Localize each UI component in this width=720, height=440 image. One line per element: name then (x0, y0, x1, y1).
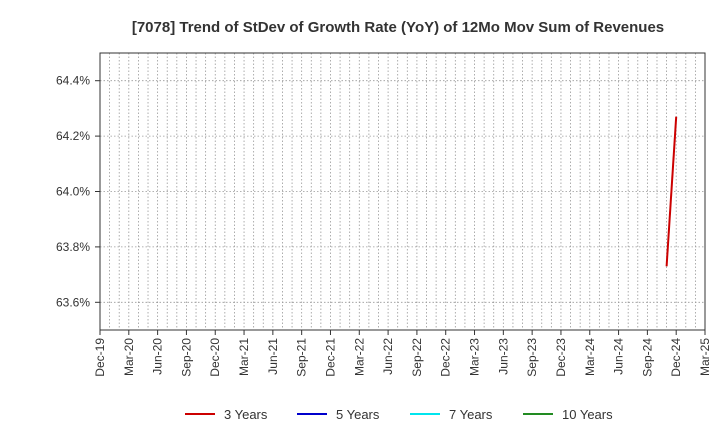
x-tick-label: Sep-20 (179, 338, 193, 377)
y-tick-label: 64.2% (56, 129, 90, 143)
chart-title: [7078] Trend of StDev of Growth Rate (Yo… (132, 19, 664, 36)
legend-label: 3 Years (224, 407, 268, 422)
x-tick-label: Dec-20 (208, 338, 222, 377)
x-tick-label: Mar-22 (352, 338, 366, 376)
y-tick-label: 64.4% (56, 74, 90, 88)
y-tick-label: 64.0% (56, 185, 90, 199)
y-axis: 63.6% 63.8% 64.0% 64.2% 64.4% (56, 74, 100, 309)
x-tick-label: Jun-24 (612, 338, 626, 375)
x-tick-label: Sep-24 (640, 338, 654, 377)
x-tick-label: Dec-19 (93, 338, 107, 377)
x-tick-label: Mar-24 (583, 338, 597, 376)
x-tick-label: Jun-23 (496, 338, 510, 375)
legend: 3 Years 5 Years 7 Years 10 Years (185, 407, 613, 422)
x-tick-label: Dec-21 (323, 338, 337, 377)
x-tick-label: Dec-24 (669, 338, 683, 377)
series-layer (665, 116, 678, 267)
x-tick-label: Mar-25 (698, 338, 712, 376)
x-tick-label: Mar-20 (122, 338, 136, 376)
x-tick-label: Dec-22 (439, 338, 453, 377)
x-tick-label: Sep-22 (410, 338, 424, 377)
x-tick-label: Jun-20 (151, 338, 165, 375)
y-tick-label: 63.6% (56, 295, 90, 309)
legend-label: 7 Years (449, 407, 493, 422)
legend-label: 10 Years (562, 407, 613, 422)
x-axis: Dec-19 Mar-20 Jun-20 Sep-20 Dec-20 Mar-21 Jun-… (93, 330, 712, 377)
grid (100, 53, 705, 330)
x-tick-label: Mar-21 (237, 338, 251, 376)
x-tick-label: Jun-22 (381, 338, 395, 375)
y-tick-label: 63.8% (56, 240, 90, 254)
x-tick-label: Mar-23 (468, 338, 482, 376)
x-tick-label: Jun-21 (266, 338, 280, 375)
legend-label: 5 Years (336, 407, 380, 422)
x-tick-label: Dec-23 (554, 338, 568, 377)
x-tick-label: Sep-21 (295, 338, 309, 377)
x-tick-label: Sep-23 (525, 338, 539, 377)
series-line-3-years (665, 116, 678, 267)
